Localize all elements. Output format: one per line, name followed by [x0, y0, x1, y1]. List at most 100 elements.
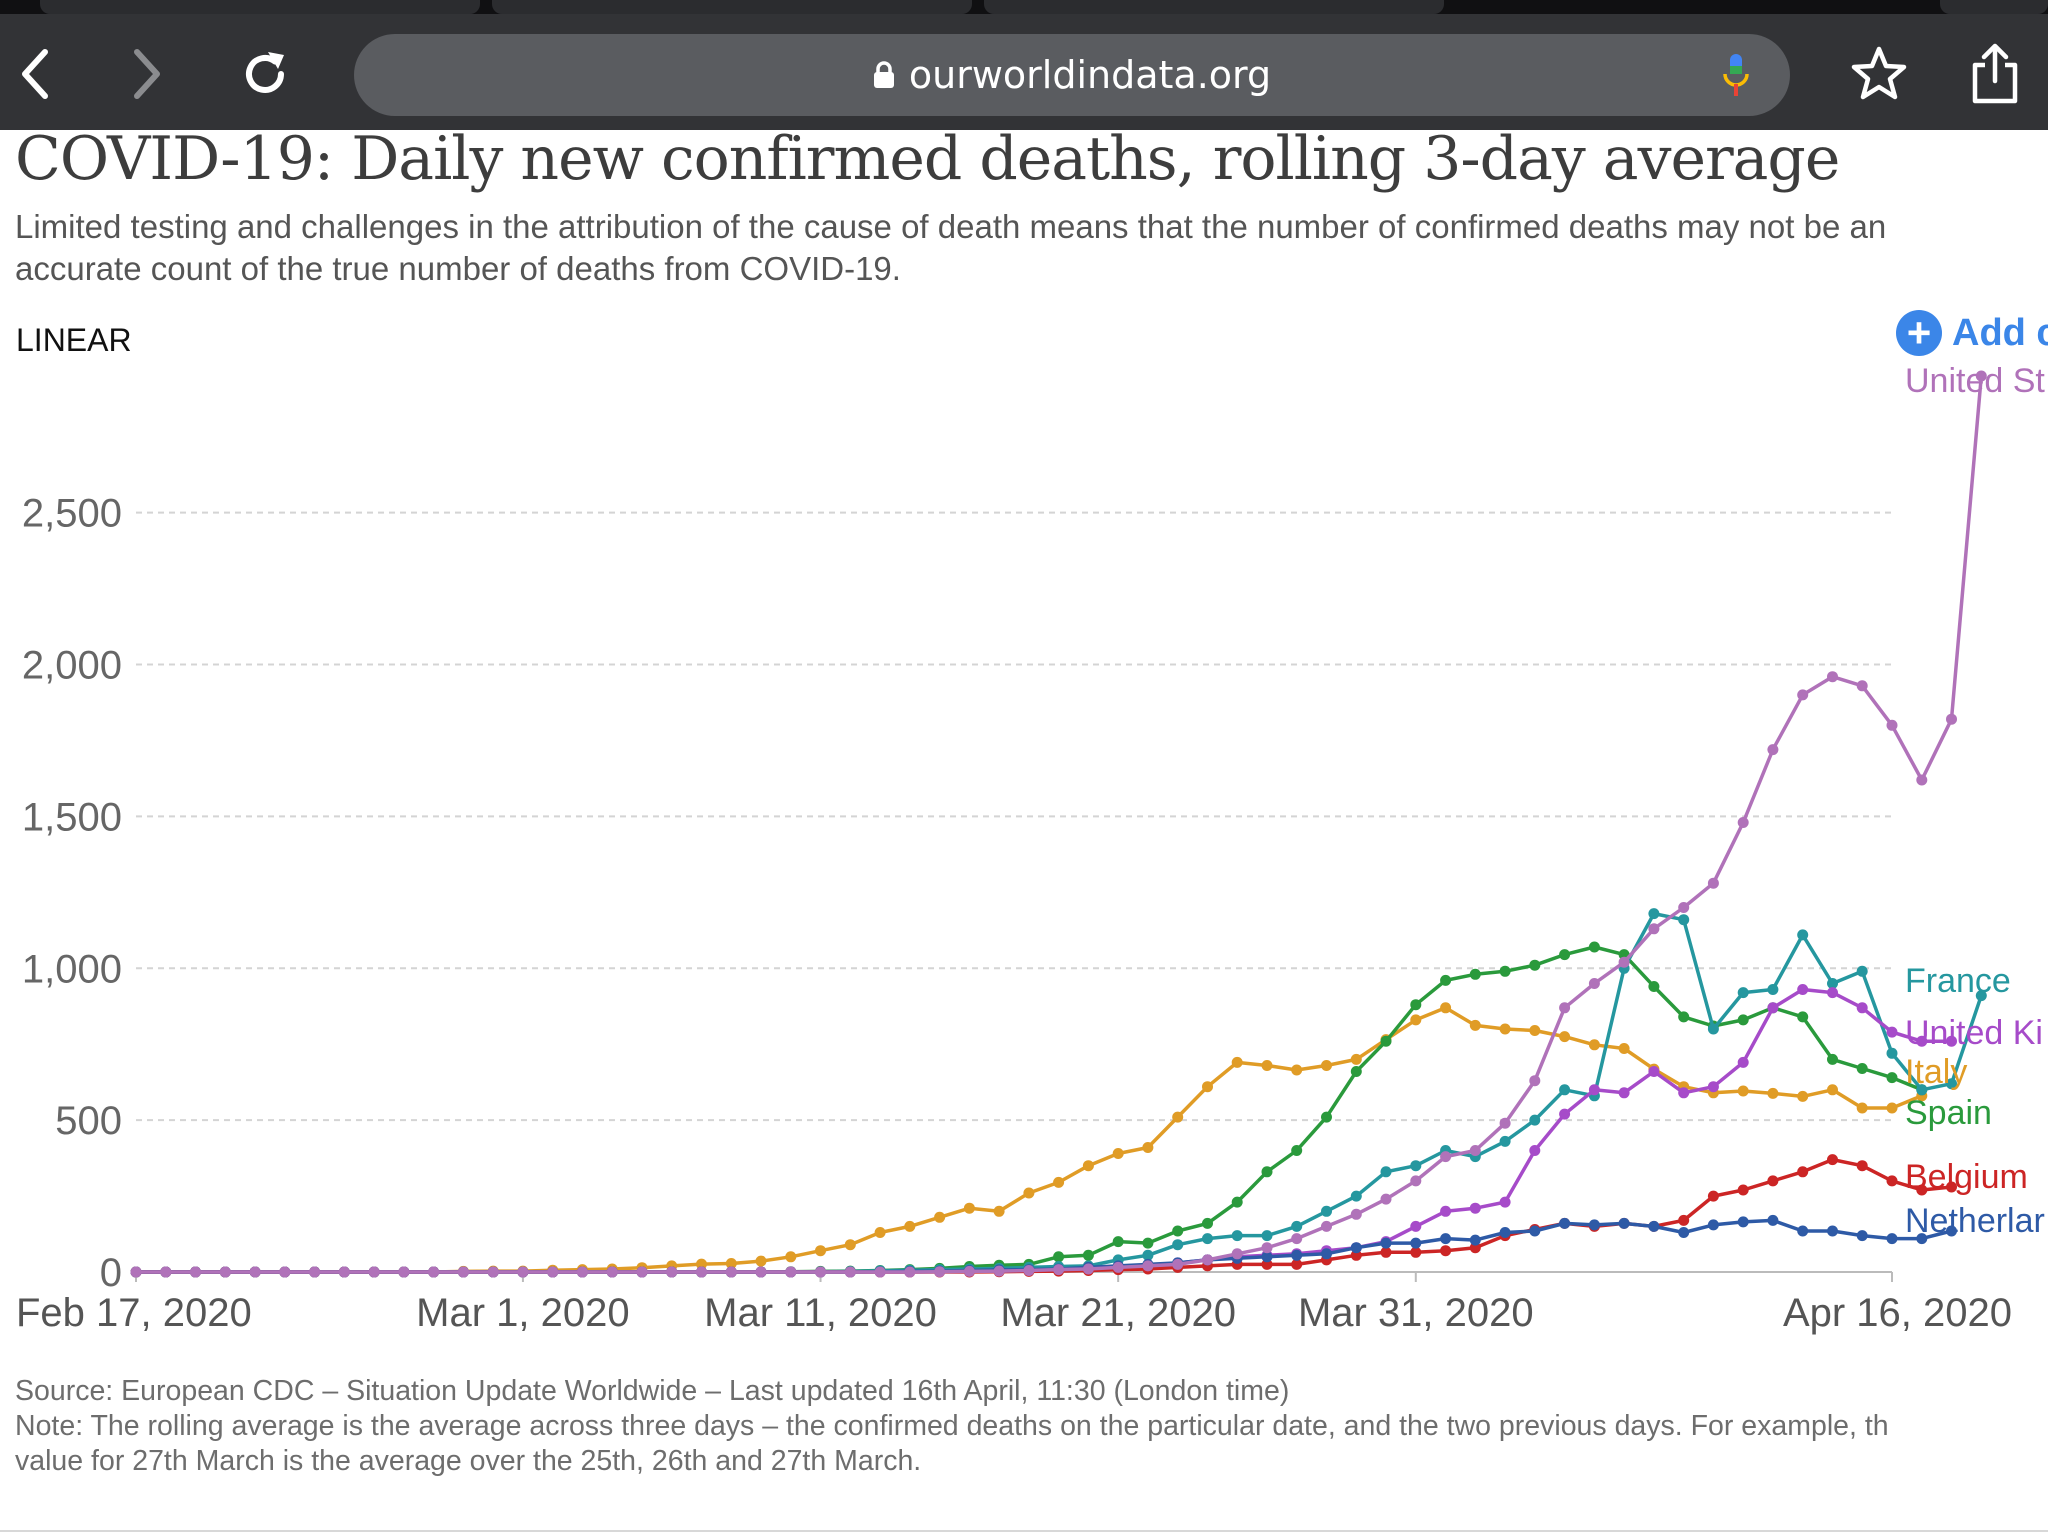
data-point [1202, 1233, 1213, 1245]
data-point [1261, 1258, 1273, 1270]
data-point [428, 1266, 440, 1278]
data-point [1707, 1190, 1719, 1202]
data-point [1886, 1072, 1898, 1084]
data-point [1172, 1239, 1184, 1251]
data-point [1410, 1014, 1422, 1026]
data-point [725, 1258, 737, 1269]
browser-tab[interactable] [984, 0, 1444, 14]
add-country-button[interactable]: + Add c [1896, 310, 2048, 356]
data-point [725, 1266, 737, 1278]
data-point [1499, 1135, 1511, 1147]
reload-icon [246, 52, 284, 93]
data-point [1350, 1208, 1362, 1220]
data-point [1410, 999, 1422, 1011]
back-button[interactable] [0, 42, 70, 106]
x-tick-label: Mar 31, 2020 [1298, 1291, 1534, 1335]
data-point [874, 1227, 886, 1238]
data-point [1856, 1230, 1868, 1242]
tab-strip [0, 0, 2048, 14]
browser-tab[interactable] [1940, 0, 2048, 14]
data-point [1291, 1064, 1303, 1076]
address-bar[interactable]: ourworldindata.org [354, 34, 1790, 116]
chart-subtitle: Limited testing and challenges in the at… [15, 208, 1887, 287]
data-point [1142, 1142, 1154, 1153]
data-point [1261, 1166, 1273, 1178]
data-point [1380, 1237, 1392, 1249]
data-point [1946, 1225, 1957, 1237]
x-tick-label: Mar 11, 2020 [704, 1291, 937, 1335]
data-point [993, 1265, 1005, 1277]
data-point [755, 1266, 767, 1278]
data-point [1559, 1002, 1571, 1014]
y-tick-label: 2,500 [22, 492, 122, 536]
data-point [1916, 1184, 1928, 1196]
data-point [1410, 1160, 1422, 1172]
data-point [1321, 1220, 1332, 1232]
data-point [1529, 1075, 1541, 1087]
data-point [1707, 1023, 1719, 1035]
data-point [1529, 959, 1541, 971]
data-point [1707, 1219, 1719, 1231]
data-point [904, 1220, 916, 1232]
scale-toggle[interactable]: LINEAR [16, 322, 132, 358]
data-point [1916, 774, 1928, 786]
data-point [1648, 908, 1660, 920]
data-point [606, 1266, 618, 1278]
data-point [1202, 1081, 1213, 1093]
data-point [1082, 1160, 1094, 1172]
data-point [190, 1266, 201, 1278]
forward-button[interactable] [112, 42, 182, 106]
y-tick-label: 0 [100, 1251, 122, 1295]
series-label: Netherlar [1905, 1202, 2045, 1240]
data-point [1856, 965, 1868, 977]
data-point [1767, 984, 1779, 995]
series-label: United Ki [1905, 1014, 2043, 1052]
data-point [1797, 1225, 1809, 1237]
data-point [1261, 1230, 1273, 1242]
data-point [1737, 1184, 1749, 1196]
bookmark-button[interactable] [1844, 42, 1914, 106]
microphone-icon[interactable] [1722, 54, 1750, 98]
add-country-label: Add c [1952, 311, 2048, 354]
data-point [160, 1266, 172, 1278]
data-point [1231, 1056, 1243, 1068]
data-point [1440, 1002, 1452, 1014]
data-point [1588, 978, 1600, 989]
data-point [1827, 1084, 1838, 1096]
data-point [1082, 1249, 1094, 1261]
data-point [1737, 1056, 1749, 1068]
series-line [136, 1006, 1923, 1274]
data-point [1350, 1242, 1362, 1254]
data-point [1946, 713, 1957, 725]
data-point [696, 1258, 707, 1270]
data-point [666, 1266, 678, 1278]
lock-icon [873, 61, 894, 88]
data-point [1469, 1145, 1481, 1156]
share-button[interactable] [1960, 42, 2030, 106]
data-point [1678, 914, 1690, 926]
data-point [1321, 1111, 1332, 1123]
data-point [1469, 1234, 1481, 1246]
data-point [1023, 1187, 1035, 1199]
data-point [1886, 1047, 1898, 1059]
data-point [1291, 1220, 1303, 1232]
data-point [1827, 1154, 1838, 1166]
data-point [1886, 719, 1898, 731]
reload-button[interactable] [230, 42, 300, 106]
star-icon [1851, 46, 1907, 100]
data-point [1112, 1236, 1124, 1248]
browser-tab[interactable] [492, 0, 972, 14]
data-point [547, 1266, 559, 1278]
data-point [1737, 1085, 1749, 1097]
data-point [1737, 817, 1749, 828]
x-tick-label: Mar 1, 2020 [416, 1291, 629, 1335]
url-text: ourworldindata.org [908, 53, 1272, 97]
data-point [1975, 370, 1987, 382]
browser-tab[interactable] [40, 0, 480, 14]
data-point [1618, 1087, 1630, 1099]
data-point [1231, 1196, 1243, 1208]
data-point [1440, 1233, 1452, 1245]
data-point [1142, 1249, 1154, 1261]
data-point [993, 1205, 1005, 1217]
